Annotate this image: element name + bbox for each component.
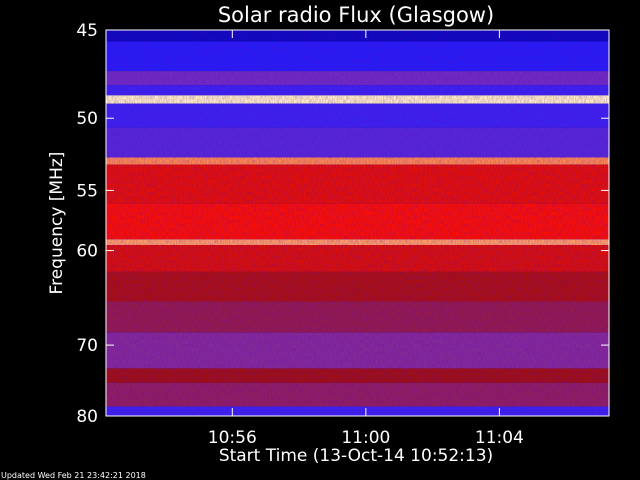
y-tick-label: 80 xyxy=(76,407,98,427)
updated-timestamp: Updated Wed Feb 21 23:42:21 2018 xyxy=(1,471,146,480)
y-axis: 45 50 55 60 70 80 xyxy=(76,21,609,427)
plot-frame xyxy=(105,29,610,417)
x-tick-label: 11:04 xyxy=(475,428,524,448)
y-tick-label: 60 xyxy=(76,242,98,262)
y-tick-label: 50 xyxy=(76,109,98,129)
plot-area xyxy=(106,30,609,416)
noise-overlay xyxy=(106,30,609,416)
x-tick-label: 10:56 xyxy=(208,428,257,448)
y-tick-label: 55 xyxy=(76,181,98,201)
y-tick-label: 45 xyxy=(76,21,98,41)
y-axis-label: Frequency [MHz] xyxy=(47,152,67,295)
chart-title: Solar radio Flux (Glasgow) xyxy=(218,3,494,27)
y-tick-label: 70 xyxy=(76,336,98,356)
x-tick-label: 11:00 xyxy=(341,428,390,448)
x-axis-label: Start Time (13-Oct-14 10:52:13) xyxy=(219,446,493,466)
x-axis: 10:56 11:00 11:04 xyxy=(208,30,524,448)
